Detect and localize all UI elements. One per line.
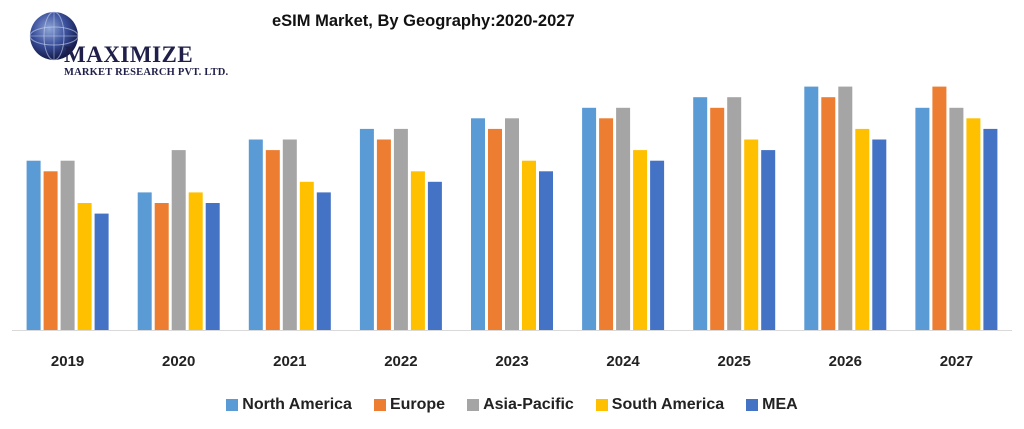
brand-name: MAXIMIZE (64, 42, 194, 67)
bar-mea-2024 (650, 160, 665, 330)
legend-label-asia-pacific: Asia-Pacific (483, 396, 574, 413)
x-tick-label-2022: 2022 (384, 353, 417, 370)
legend-item-mea: MEA (746, 396, 798, 414)
bar-mea-2027 (983, 128, 998, 330)
bar-north-america-2021 (248, 139, 263, 330)
bar-north-america-2020 (137, 192, 152, 330)
bar-south-america-2026 (855, 128, 870, 330)
bar-mea-2019 (94, 213, 109, 330)
bar-mea-2021 (316, 192, 331, 330)
bar-north-america-2026 (804, 86, 819, 330)
chart-title: eSIM Market, By Geography:2020-2027 (272, 12, 575, 30)
legend-swatch-europe (373, 399, 386, 411)
legend-item-south-america: South America (595, 396, 725, 414)
bar-north-america-2023 (471, 118, 485, 330)
bar-north-america-2025 (693, 97, 708, 330)
bar-asia-pacific-2024 (616, 107, 631, 331)
bar-south-america-2023 (522, 160, 536, 330)
legend-swatch-north-america (226, 399, 239, 411)
x-tick-label-2023: 2023 (495, 353, 528, 370)
x-tick-label-2025: 2025 (718, 353, 751, 370)
bar-asia-pacific-2025 (727, 97, 742, 330)
globe-logo-icon (29, 11, 79, 61)
bar-europe-2027 (932, 86, 947, 330)
bar-europe-2019 (43, 171, 58, 331)
legend-item-europe: Europe (373, 396, 446, 414)
bar-south-america-2024 (633, 150, 648, 330)
legend-label-north-america: North America (242, 396, 352, 413)
bar-europe-2023 (488, 128, 502, 330)
bar-asia-pacific-2023 (505, 118, 519, 330)
bar-mea-2025 (761, 150, 776, 330)
bar-europe-2025 (710, 107, 725, 331)
x-tick-label-2027: 2027 (940, 353, 973, 370)
legend-item-north-america: North America (226, 396, 352, 414)
bar-asia-pacific-2020 (171, 150, 186, 330)
bar-europe-2024 (599, 118, 614, 330)
x-tick-label-2026: 2026 (829, 353, 862, 370)
bar-south-america-2021 (299, 181, 314, 330)
bar-asia-pacific-2027 (949, 107, 964, 331)
bar-north-america-2019 (26, 160, 41, 330)
legend-swatch-south-america (595, 399, 608, 411)
bar-asia-pacific-2022 (393, 128, 408, 330)
bar-mea-2023 (539, 171, 553, 331)
bar-mea-2026 (872, 139, 887, 330)
bar-europe-2022 (376, 139, 391, 330)
bar-south-america-2019 (77, 203, 92, 330)
bar-south-america-2027 (966, 118, 981, 330)
bar-mea-2020 (205, 203, 220, 330)
bar-europe-2026 (821, 97, 836, 330)
bar-mea-2022 (427, 181, 442, 330)
bar-europe-2021 (265, 150, 280, 330)
bar-south-america-2020 (188, 192, 203, 330)
x-tick-label-2021: 2021 (273, 353, 306, 370)
bar-south-america-2025 (744, 139, 759, 330)
x-tick-label-2024: 2024 (606, 353, 640, 370)
brand-subtitle: MARKET RESEARCH PVT. LTD. (64, 67, 229, 78)
legend-label-europe: Europe (389, 396, 446, 413)
legend-label-mea: MEA (762, 396, 798, 413)
bar-asia-pacific-2026 (838, 86, 853, 330)
bar-asia-pacific-2019 (60, 160, 75, 330)
bar-south-america-2022 (410, 171, 425, 331)
bar-europe-2020 (154, 203, 169, 330)
legend-swatch-mea (746, 399, 759, 411)
x-tick-label-2020: 2020 (162, 353, 195, 370)
bar-asia-pacific-2021 (282, 139, 297, 330)
bar-north-america-2022 (359, 128, 374, 330)
legend-label-south-america: South America (611, 396, 725, 413)
bar-north-america-2027 (915, 107, 930, 331)
company-logo: MAXIMIZE MARKET RESEARCH PVT. LTD. (20, 6, 250, 78)
legend-item-asia-pacific: Asia-Pacific (467, 396, 574, 414)
bar-north-america-2024 (582, 107, 597, 331)
x-tick-label-2019: 2019 (51, 353, 84, 370)
legend-swatch-asia-pacific (467, 399, 480, 411)
chart-legend: North America Europe Asia-Pacific South Ame… (0, 396, 1024, 414)
